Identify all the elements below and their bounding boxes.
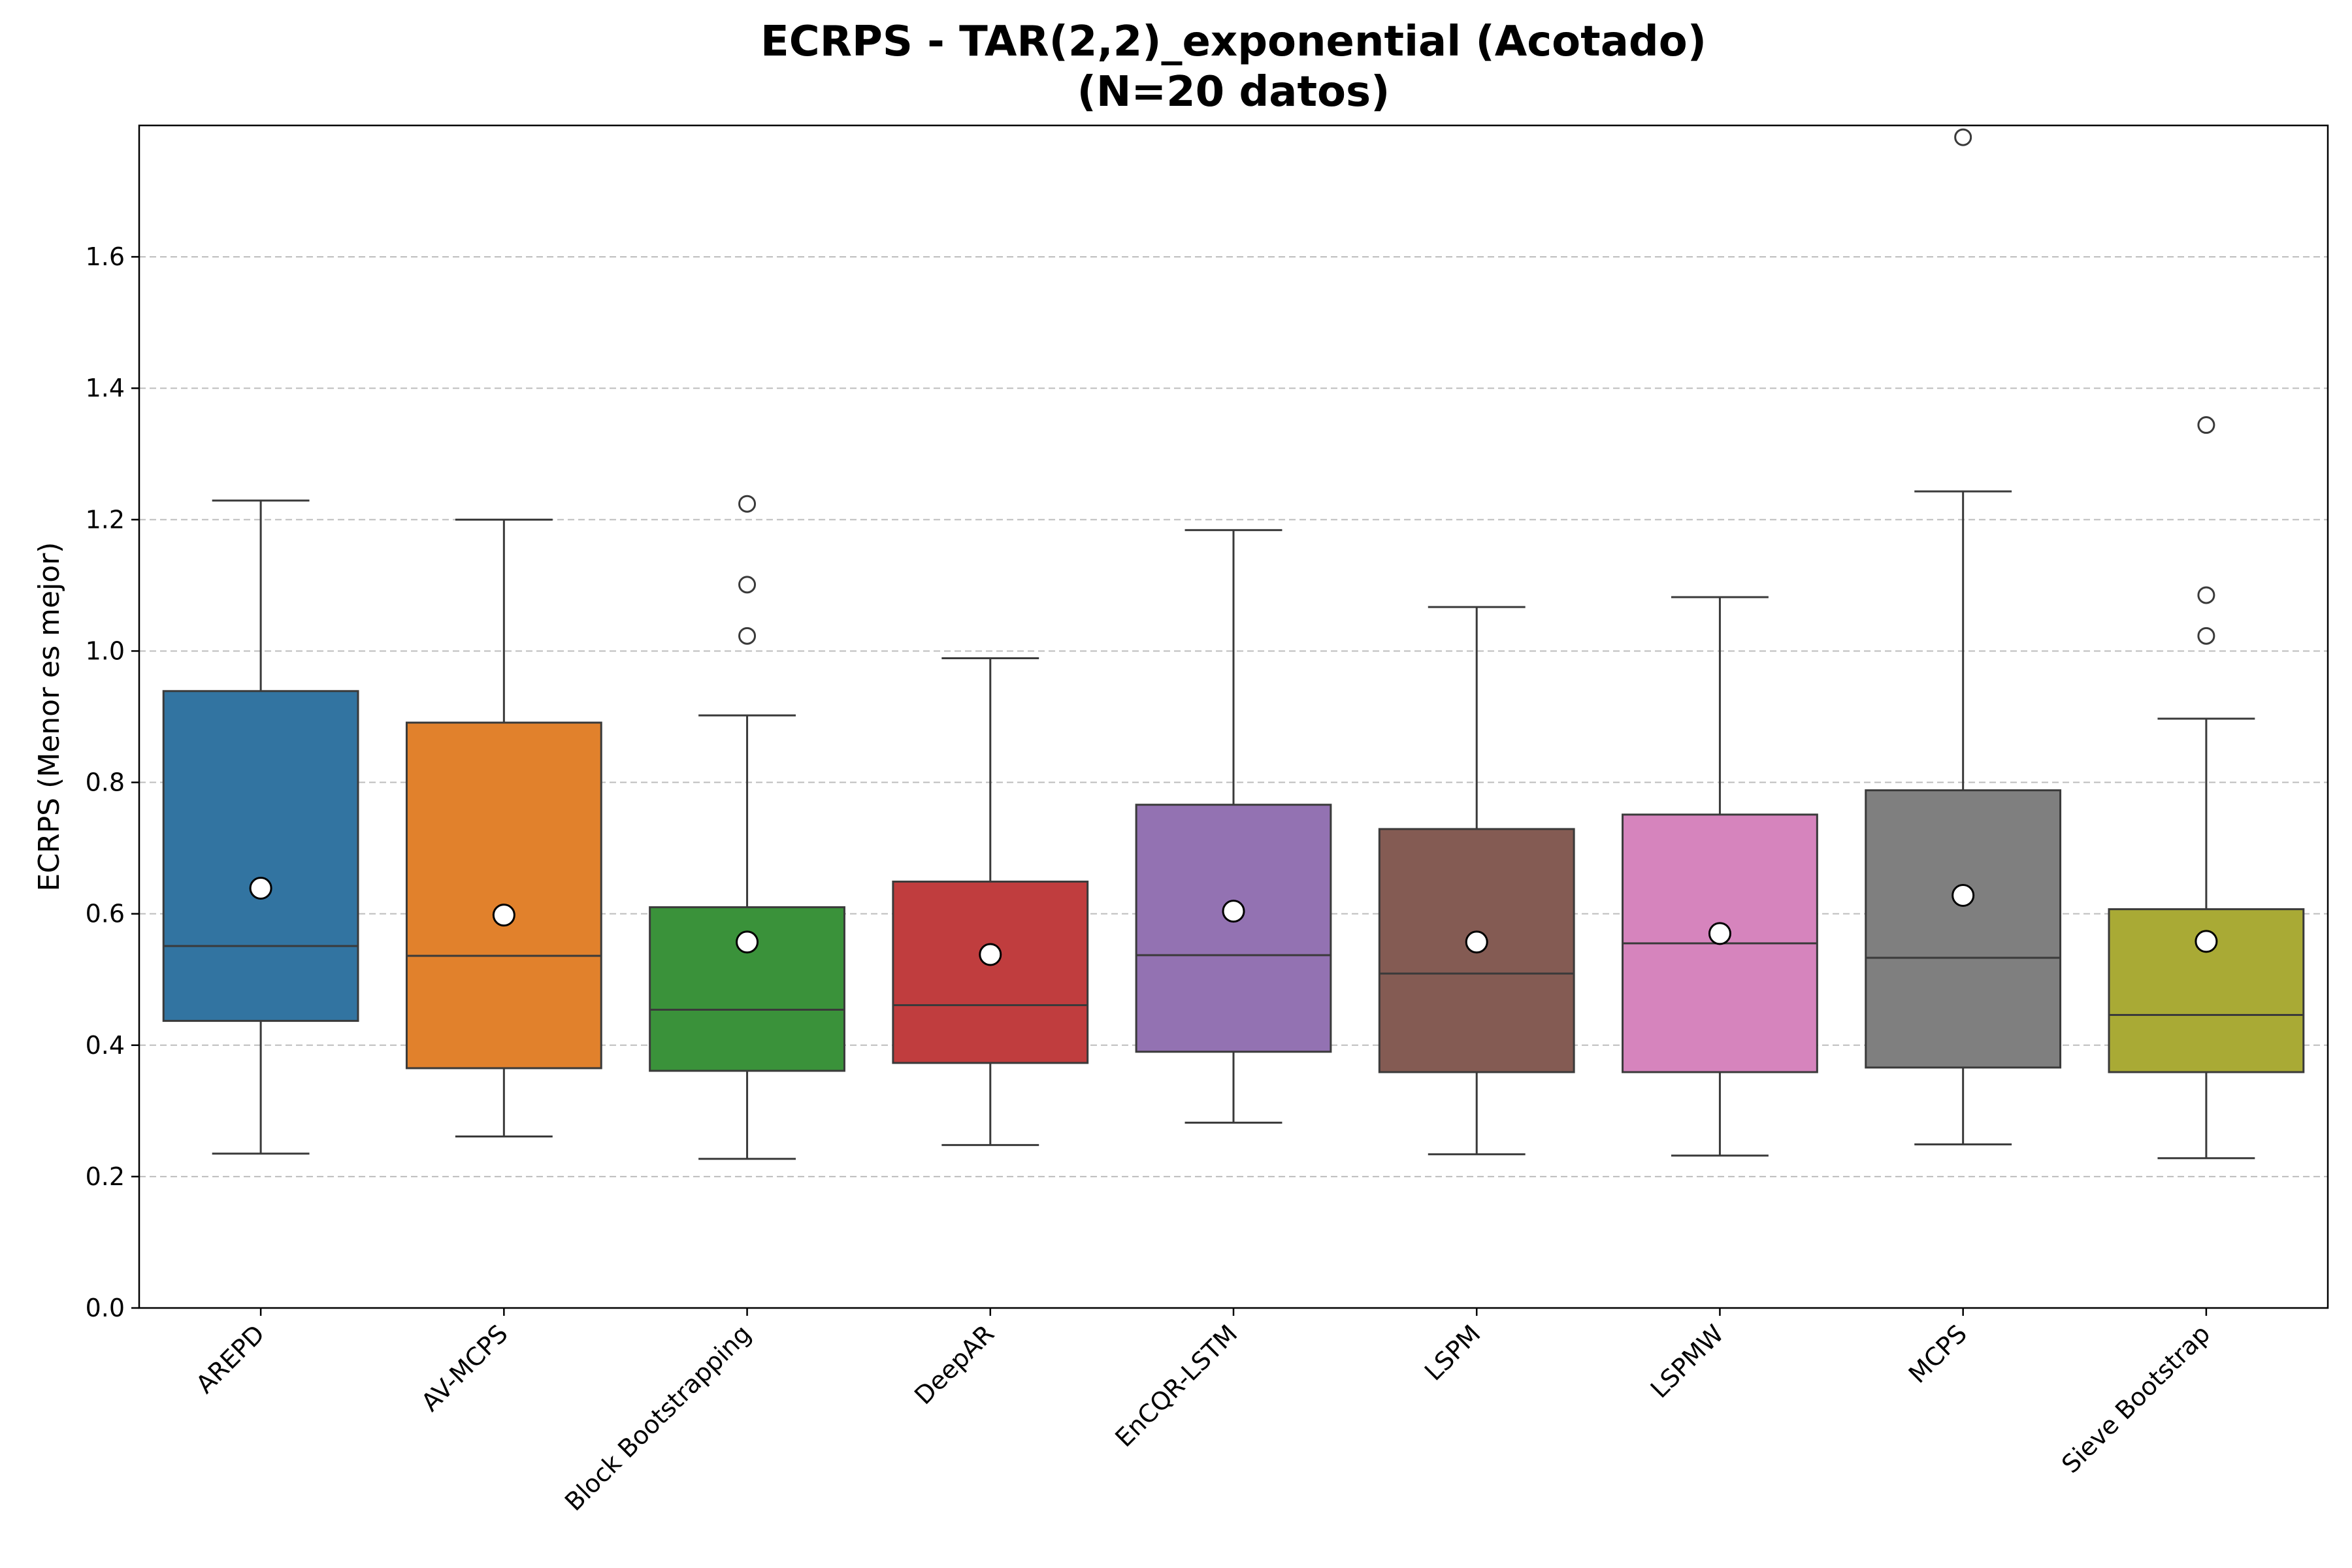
y-tick-label: 1.4 bbox=[86, 374, 125, 402]
box-encqr-lstm bbox=[1135, 804, 1332, 1053]
chart-title: ECRPS - TAR(2,2)_exponential (Acotado) bbox=[760, 18, 1707, 66]
mean-marker bbox=[736, 930, 759, 954]
mean-marker bbox=[1952, 884, 1975, 907]
chart-subtitle: (N=20 datos) bbox=[1077, 68, 1390, 116]
outlier-point bbox=[1954, 128, 1972, 146]
y-tick-label: 1.6 bbox=[86, 242, 125, 271]
mean-marker bbox=[979, 943, 1002, 966]
y-tick-label: 0.4 bbox=[86, 1031, 125, 1060]
x-tick-label: DeepAR bbox=[909, 1319, 1000, 1410]
box-deepar bbox=[892, 880, 1089, 1064]
y-tick-label: 1.0 bbox=[86, 636, 125, 665]
mean-marker bbox=[492, 904, 515, 927]
y-tick-label: 0.8 bbox=[86, 768, 125, 797]
x-tick-label: Sieve Bootstrap bbox=[2056, 1319, 2215, 1478]
x-tick-label: Block Bootstrapping bbox=[559, 1319, 757, 1516]
x-tick-label: EnCQR-LSTM bbox=[1109, 1319, 1243, 1452]
outlier-point bbox=[2197, 586, 2215, 604]
x-tick-label: LSPM bbox=[1419, 1319, 1486, 1386]
box-av-mcps bbox=[405, 721, 602, 1070]
y-tick-label: 0.2 bbox=[86, 1162, 125, 1191]
mean-marker bbox=[1465, 930, 1488, 954]
mean-marker bbox=[1222, 900, 1245, 923]
x-tick-label: MCPS bbox=[1903, 1319, 1972, 1388]
outlier-point bbox=[738, 627, 757, 645]
mean-marker bbox=[249, 876, 272, 900]
y-axis-label: ECRPS (Menor es mejor) bbox=[33, 542, 66, 892]
mean-marker bbox=[2195, 930, 2218, 953]
outlier-point bbox=[2197, 627, 2215, 645]
outlier-point bbox=[738, 495, 757, 513]
y-tick-label: 0.6 bbox=[86, 900, 125, 928]
x-tick-label: AV-MCPS bbox=[416, 1319, 513, 1416]
box-arepd bbox=[162, 690, 359, 1022]
boxes bbox=[162, 128, 2305, 1160]
x-tick-label: LSPMW bbox=[1645, 1319, 1729, 1403]
y-tick-label: 1.2 bbox=[86, 505, 125, 534]
y-tick-label: 0.0 bbox=[86, 1294, 125, 1322]
outlier-point bbox=[2197, 416, 2215, 434]
x-tick-label: AREPD bbox=[190, 1319, 270, 1399]
box-mcps bbox=[1865, 789, 2062, 1069]
outlier-point bbox=[738, 576, 757, 594]
mean-marker bbox=[1708, 922, 1731, 945]
